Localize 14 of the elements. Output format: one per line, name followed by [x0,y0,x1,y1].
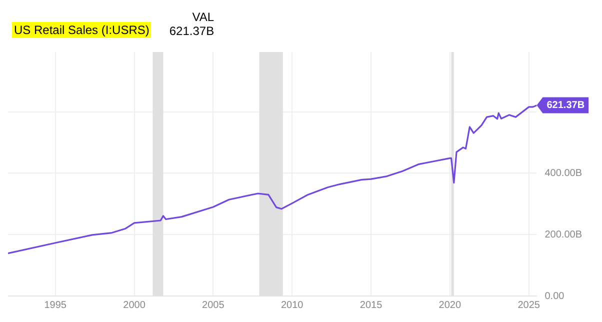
chart-title: US Retail Sales (I:USRS) [12,22,152,38]
x-tick-label: 2015 [360,300,383,311]
text: 621.37B [169,24,214,38]
y-tick-label: 200.00B [544,229,582,240]
y-tick-label: 400.00B [544,168,582,179]
text: VAL [192,10,214,24]
x-tick-label: 2020 [438,300,462,311]
annotation: 621.37B [546,100,585,112]
x-tick-label: 1995 [44,300,67,311]
y-tick-label: 0.00 [544,290,565,302]
x-tick-label: 2025 [518,300,540,311]
x-tick-label: 2010 [280,300,304,311]
x-tick-label: 2000 [123,300,146,311]
x-tick-label: 2005 [202,300,225,311]
